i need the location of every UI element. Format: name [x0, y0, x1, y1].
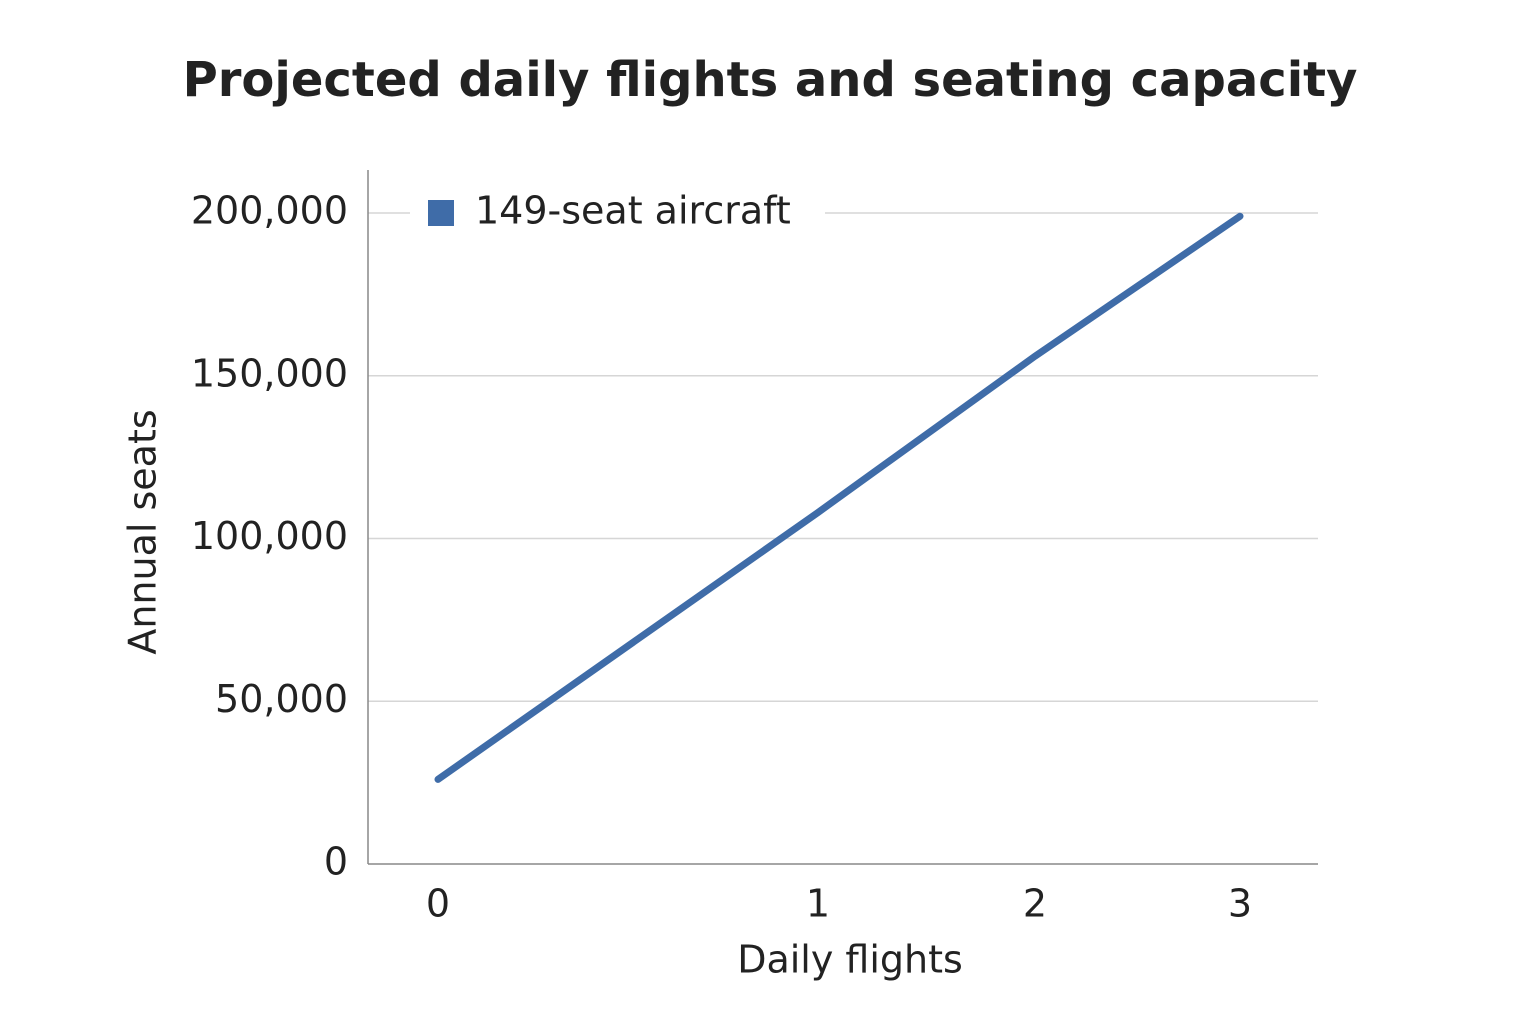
x-tick-label: 1: [806, 882, 830, 926]
data-line: [434, 212, 1244, 783]
x-tick-label: 3: [1228, 882, 1252, 926]
legend-label: 149-seat aircraft: [475, 189, 791, 233]
legend-swatch: [428, 200, 454, 226]
y-axis-label: Annual seats: [121, 409, 165, 654]
y-tick-label: 150,000: [191, 351, 348, 395]
x-tick-label: 0: [426, 882, 450, 926]
x-axis-label: Daily flights: [737, 938, 963, 982]
legend-background: [410, 191, 825, 235]
chart-title: Projected daily flights and seating capa…: [183, 52, 1358, 108]
y-tick-label: 50,000: [215, 677, 348, 721]
y-tick-label: 200,000: [191, 189, 348, 233]
y-tick-label: 0: [324, 840, 348, 884]
x-tick-label: 2: [1023, 882, 1047, 926]
y-tick-label: 100,000: [191, 514, 348, 558]
